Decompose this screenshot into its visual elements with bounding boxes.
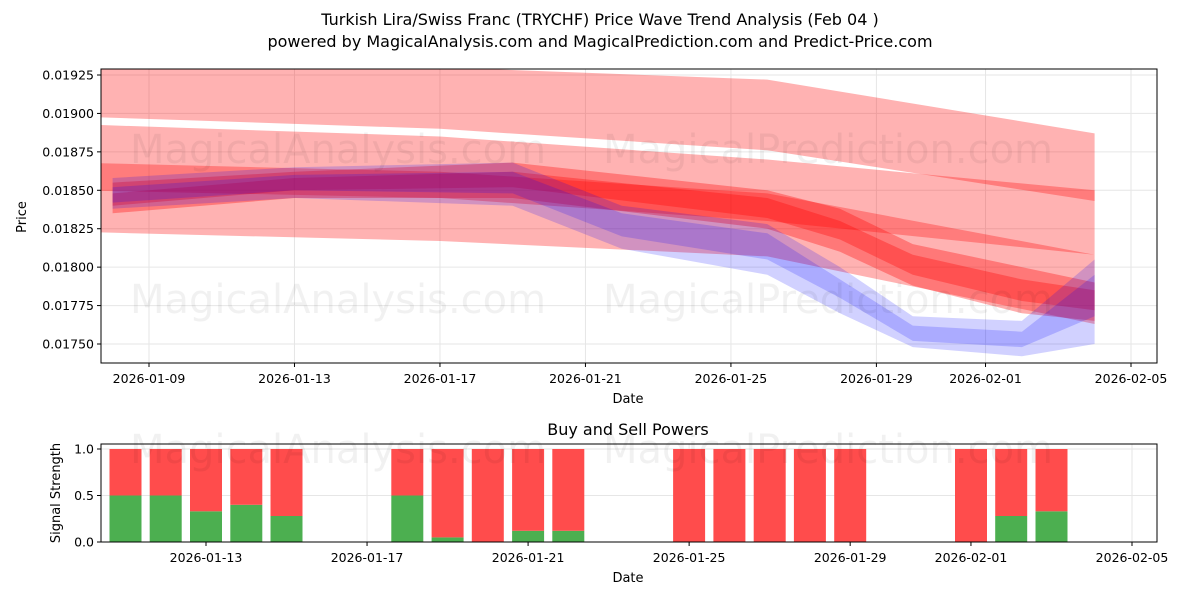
sell-bar [1035,449,1068,512]
chart-title-line1: Turkish Lira/Swiss Franc (TRYCHF) Price … [320,10,878,29]
signal-panel-frame [100,443,1158,543]
sell-bar [230,449,263,505]
price-y-tick-label: 0.01900 [42,106,94,121]
sell-bar [109,449,142,496]
sell-bar [391,449,424,496]
signal-x-tick-label: 2026-01-21 [492,550,565,565]
red-band-price-wave-red-1 [112,162,1095,321]
watermark-mid-left: MagicalAnalysis.com [130,277,546,323]
signal-panel-title: Buy and Sell Powers [547,420,709,439]
sell-bar [431,449,464,538]
price-y-tick-label: 0.01750 [42,337,94,352]
signal-y-ticks: 0.0 0.5 1.0 [74,442,101,550]
sell-bar [793,449,826,542]
price-y-axis-label: Price [15,201,30,233]
sell-bar [552,449,585,531]
price-bands [101,69,1095,357]
price-x-tick-label: 2026-01-25 [695,371,768,386]
buy-bar [1035,511,1068,542]
red-band-price-wave-red-2 [112,171,1095,311]
band-layer [101,69,1095,357]
sell-bar [995,449,1028,516]
price-panel-frame [100,68,1158,364]
price-y-tick-label: 0.01775 [42,298,94,313]
price-y-tick-label: 0.01875 [42,144,94,159]
signal-panel: Buy and Sell Powers MagicalAnalysis.com … [49,420,1168,586]
price-x-tick-label: 2026-01-21 [549,371,622,386]
buy-bar [190,511,222,542]
buy-bar [270,516,303,542]
buy-bar [552,530,585,542]
price-y-tick-label: 0.01825 [42,221,94,236]
signal-y-axis-label: Signal Strength [49,443,64,543]
price-x-tick-label: 2026-01-17 [404,371,477,386]
price-x-tick-label: 2026-01-13 [258,371,331,386]
price-panel: MagicalAnalysis.com MagicalPrediction.co… [15,68,1168,408]
buy-bar [149,495,182,542]
signal-y-tick-label: 1.0 [74,442,94,457]
chart-title-line2: powered by MagicalAnalysis.com and Magic… [267,32,932,51]
buy-bar [230,504,263,542]
sell-bar [190,449,222,512]
watermark-top-right: MagicalPrediction.com [603,127,1053,173]
price-x-tick-label: 2026-02-05 [1095,371,1168,386]
sell-bar [673,449,706,542]
sell-bar [753,449,786,542]
blue-band-price-wave-blue-1 [112,162,1095,357]
red-band-upper-envelope [101,69,1095,201]
buy-bar [995,516,1028,542]
sell-bar [955,449,987,542]
signal-y-tick-label: 0.0 [74,535,94,550]
signal-x-tick-label: 2026-01-25 [653,550,726,565]
signal-x-tick-label: 2026-02-01 [935,550,1008,565]
signal-x-tick-label: 2026-01-17 [331,550,404,565]
sell-bar [834,449,867,542]
blue-band-price-wave-blue-2 [112,171,1095,348]
buy-bar [391,495,424,542]
signal-bars [109,449,1068,542]
sell-bar [471,449,504,542]
watermark-top-left: MagicalAnalysis.com [130,127,546,173]
price-x-tick-label: 2026-02-01 [949,371,1022,386]
price-grid [101,69,1157,363]
price-x-ticks: 2026-01-09 2026-01-13 2026-01-17 2026-01-21… [113,363,1168,386]
price-y-tick-label: 0.01800 [42,260,94,275]
price-y-ticks: 0.01750 0.01775 0.01800 0.01825 0.01850 0.018… [42,68,101,352]
signal-x-ticks: 2026-01-13 2026-01-17 2026-01-21 2026-01-25… [170,542,1169,565]
signal-x-tick-label: 2026-02-05 [1096,550,1169,565]
red-band-middle-envelope [101,125,1095,255]
watermark-bottom-right: MagicalPrediction.com [603,427,1053,473]
watermark-mid-right: MagicalPrediction.com [603,277,1053,323]
price-x-tick-label: 2026-01-29 [840,371,913,386]
sell-bar [512,449,545,531]
signal-x-tick-label: 2026-01-29 [814,550,887,565]
price-y-tick-label: 0.01850 [42,183,94,198]
sell-bar [713,449,746,542]
sell-bar [270,449,303,516]
signal-x-axis-label: Date [612,571,643,586]
buy-bar [512,530,545,542]
watermark-bottom-left: MagicalAnalysis.com [130,427,546,473]
signal-y-tick-label: 0.5 [74,488,94,503]
signal-x-tick-label: 2026-01-13 [170,550,243,565]
sell-bar [149,449,182,496]
buy-bar [431,537,464,542]
price-y-tick-label: 0.01925 [42,68,94,83]
price-x-axis-label: Date [612,392,643,407]
buy-bar [109,495,142,542]
red-band-lower-envelope [101,163,1095,324]
price-x-tick-label: 2026-01-09 [113,371,186,386]
